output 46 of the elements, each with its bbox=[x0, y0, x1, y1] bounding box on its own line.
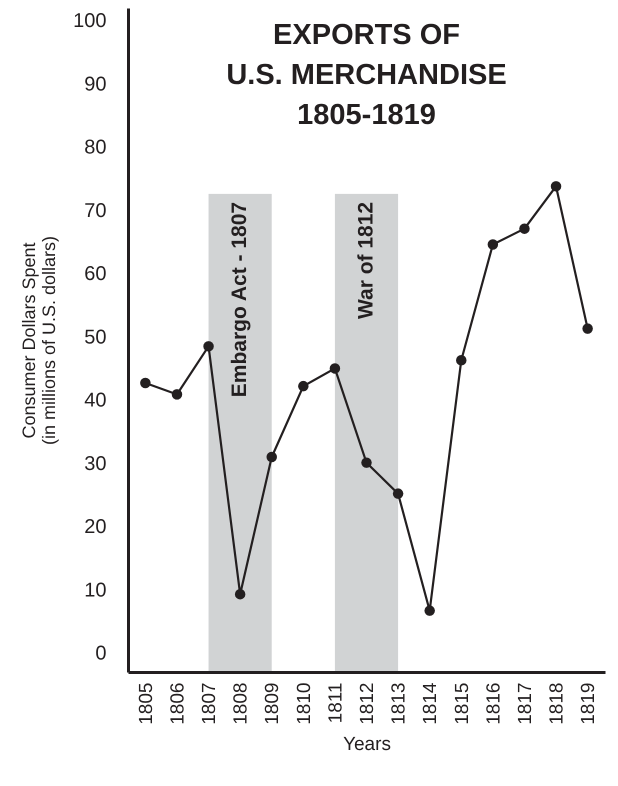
y-tick-label: 50 bbox=[84, 326, 106, 348]
x-axis-title: Years bbox=[343, 734, 391, 755]
band-label: Embargo Act - 1807 bbox=[228, 202, 252, 398]
x-tick-label: 1806 bbox=[167, 682, 188, 725]
point bbox=[140, 378, 151, 388]
point bbox=[488, 239, 498, 250]
point bbox=[392, 488, 404, 499]
point bbox=[234, 588, 246, 600]
x-tick-label: 1816 bbox=[483, 682, 504, 725]
point bbox=[172, 389, 182, 400]
x-tick-label: 1815 bbox=[452, 682, 473, 725]
text: EXPORTS OF U.S. MERCHANDISE 1805-1819 bbox=[226, 19, 507, 131]
y-tick-label: 60 bbox=[84, 263, 106, 286]
point bbox=[424, 605, 435, 616]
point bbox=[361, 457, 372, 468]
point bbox=[582, 323, 593, 334]
point bbox=[203, 341, 214, 352]
point bbox=[330, 363, 340, 374]
x-tick-label: 1817 bbox=[514, 682, 536, 725]
band-label: War of 1812 bbox=[354, 202, 378, 320]
x-tick-label: 1810 bbox=[294, 682, 315, 725]
point bbox=[519, 223, 530, 234]
y-tick-label: 20 bbox=[84, 516, 106, 538]
x-tick-label: 1812 bbox=[357, 682, 378, 725]
x-tick-label: 1807 bbox=[199, 682, 220, 725]
y-tick-label: 10 bbox=[84, 579, 106, 602]
x-tick-label: 1805 bbox=[136, 682, 157, 725]
y-tick-label: 100 bbox=[73, 10, 106, 32]
x-tick-label: 1809 bbox=[262, 682, 284, 725]
x-tick-label: 1808 bbox=[230, 682, 252, 725]
x-tick-label: 1819 bbox=[578, 682, 600, 725]
y-tick-label: 40 bbox=[84, 390, 106, 412]
y-tick-label: 90 bbox=[84, 73, 106, 96]
x-tick-label: 1813 bbox=[388, 682, 410, 725]
point bbox=[298, 380, 309, 392]
y-axis-title: Consumer Dollars Spent (in millions of U.S. dollars) bbox=[19, 236, 60, 446]
y-tick-label: 0 bbox=[95, 642, 106, 665]
x-tick-label: 1814 bbox=[420, 682, 442, 725]
point bbox=[266, 452, 277, 462]
point bbox=[456, 355, 467, 366]
y-tick-label: 30 bbox=[84, 452, 106, 475]
y-tick-label: 70 bbox=[84, 200, 106, 222]
x-tick-label: 1811 bbox=[325, 682, 346, 724]
point bbox=[550, 181, 562, 192]
y-tick-label: 80 bbox=[84, 136, 106, 159]
x-tick-label: 1818 bbox=[546, 682, 568, 725]
